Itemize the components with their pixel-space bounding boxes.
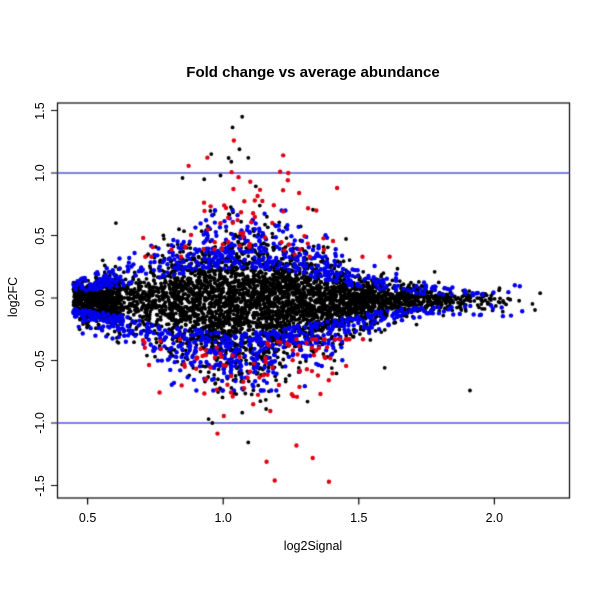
y-axis-tick-label: 0.5 xyxy=(33,226,47,245)
x-axis-tick-label: 1.0 xyxy=(214,511,232,525)
chart-title: Fold change vs average abundance xyxy=(186,64,440,81)
y-axis-tick-label: -0.5 xyxy=(33,349,47,372)
y-axis-label: log2FC xyxy=(6,276,20,318)
y-axis-tick-label: 1.5 xyxy=(33,101,47,120)
y-axis-tick-label: 1.0 xyxy=(33,164,47,182)
x-axis-tick-label: 1.5 xyxy=(350,511,368,525)
y-axis-tick-label: -1.5 xyxy=(33,474,47,497)
y-axis-tick-label: -1.0 xyxy=(33,412,47,434)
x-axis-tick-label: 2.0 xyxy=(485,511,504,525)
x-axis-tick-label: 0.5 xyxy=(78,511,97,525)
y-axis-tick-label: 0.0 xyxy=(33,289,47,307)
x-axis-label: log2Signal xyxy=(283,539,343,553)
